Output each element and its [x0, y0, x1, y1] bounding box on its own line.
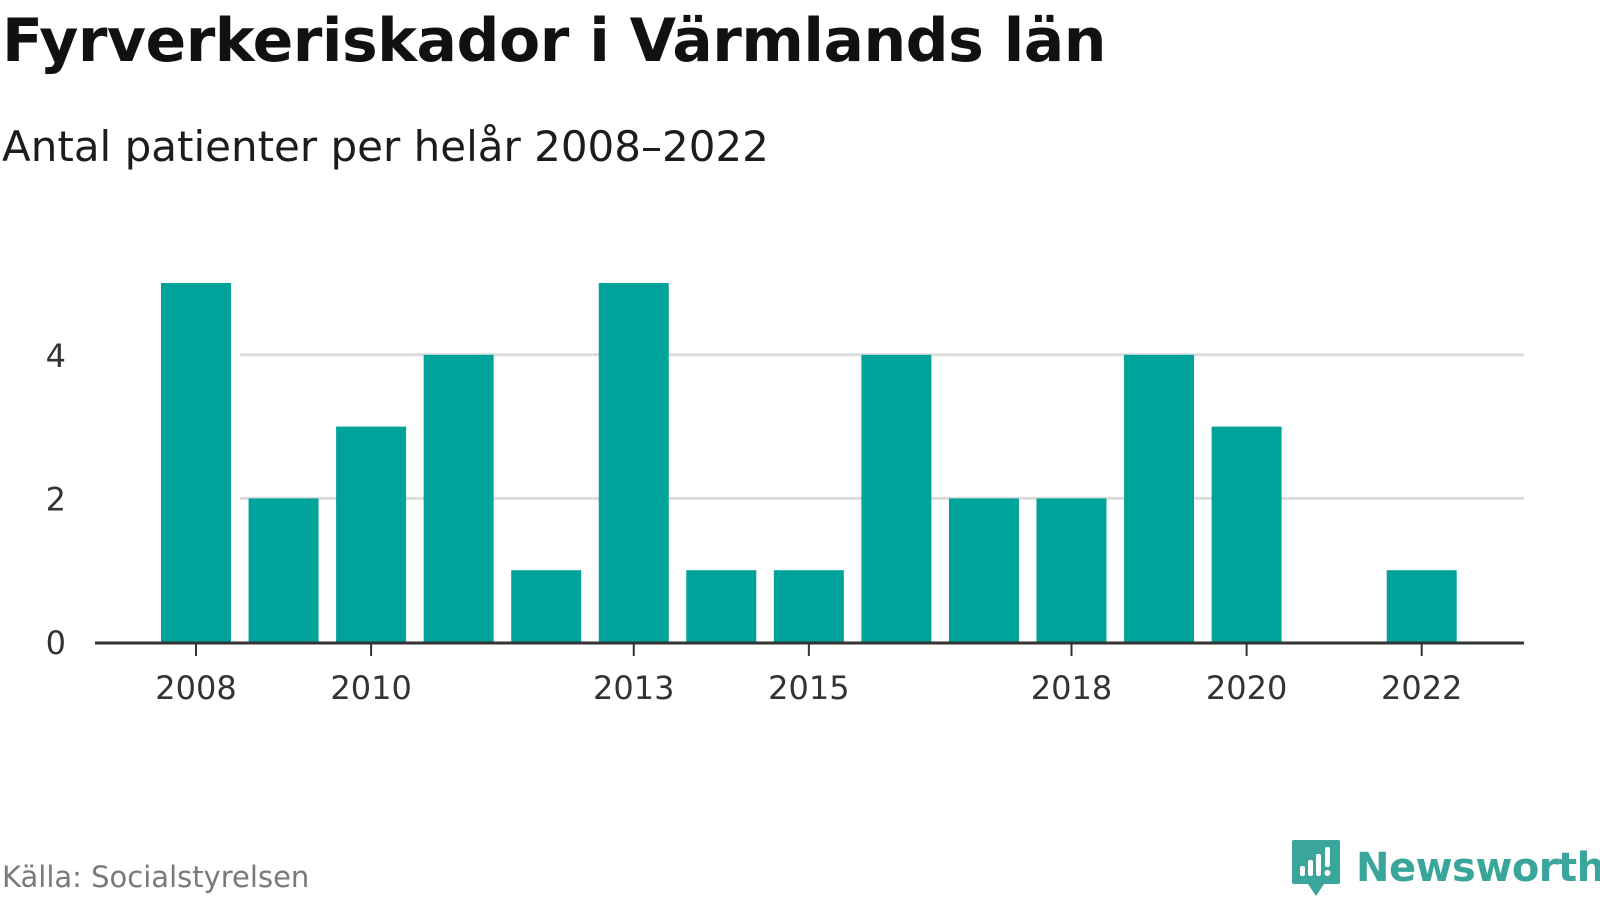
bar-2013 [598, 283, 669, 642]
chart-title: Fyrverkeriskador i Värmlands län [2, 6, 1107, 76]
newsworthy-logo-icon [1292, 840, 1340, 896]
x-tick-label-2022: 2022 [1381, 669, 1462, 707]
x-tick-label-2013: 2013 [593, 669, 674, 707]
bar-2015 [773, 570, 844, 642]
bar-2014 [686, 570, 757, 642]
bar-2011 [423, 354, 494, 642]
bar-2022 [1386, 570, 1457, 642]
y-tick-label-2: 2 [46, 480, 66, 518]
brand-name: Newsworthy [1356, 845, 1600, 891]
brand-logo: Newsworthy [1290, 838, 1600, 898]
x-tick-label-2018: 2018 [1031, 669, 1112, 707]
bar-2010 [336, 426, 407, 642]
y-tick-label-4: 4 [46, 337, 66, 375]
x-tick-label-2010: 2010 [330, 669, 411, 707]
x-tick-label-2015: 2015 [768, 669, 849, 707]
bar-2008 [161, 283, 231, 642]
source-note: Källa: Socialstyrelsen [2, 860, 310, 894]
bar-2016 [861, 354, 932, 642]
bar-2017 [948, 498, 1019, 642]
y-tick-label-0: 0 [46, 624, 66, 662]
bar-2020 [1211, 426, 1282, 642]
bar-2009 [248, 498, 319, 642]
x-tick-label-2020: 2020 [1206, 669, 1287, 707]
bar-2019 [1124, 354, 1195, 642]
bar-2012 [511, 570, 582, 642]
x-tick-label-2008: 2008 [155, 669, 236, 707]
bar-2018 [1036, 498, 1107, 642]
chart-subtitle: Antal patienter per helår 2008–2022 [2, 122, 769, 171]
